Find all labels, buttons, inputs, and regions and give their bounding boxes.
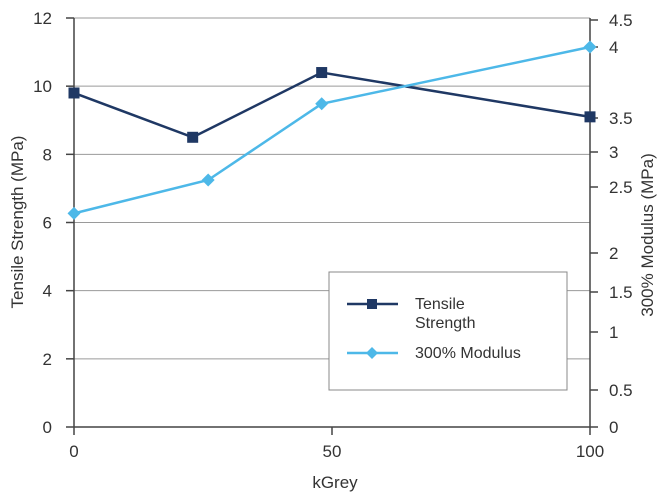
tensile-strength-point-2: [316, 67, 328, 79]
x-tick-label-100: 100: [576, 442, 604, 461]
y2-tick-label-3: 3: [609, 143, 618, 162]
y2-axis-label: 300% Modulus (MPa): [638, 153, 657, 316]
y-tick-label-10: 10: [33, 77, 52, 96]
y2-tick-label-0: 0: [609, 418, 618, 437]
legend-box: [328, 271, 568, 391]
tensile-strength-line: [73, 71, 591, 139]
y-tick-label-12: 12: [33, 9, 52, 28]
y-tick-label-0: 0: [43, 418, 52, 437]
legend: Tensile Strength 300% Modulus: [328, 271, 568, 391]
y2-tick-label-4.5: 4.5: [609, 11, 633, 30]
y-axis-label: Tensile Strength (MPa): [8, 136, 27, 309]
y2-tick-label-1.5: 1.5: [609, 283, 633, 302]
y-tick-label-6: 6: [43, 214, 52, 233]
y2-tick-label-4: 4: [609, 38, 618, 57]
tensile-strength-point-0: [68, 87, 80, 99]
y2-axis-ticks: 0 0.5 1 1.5 2 2.5 3 3.5 4 4.5: [590, 11, 633, 437]
legend-tensile-label-1: Tensile: [415, 296, 465, 313]
x-axis-ticks: 0 50 100: [69, 427, 604, 461]
tensile-strength-point-3: [584, 111, 596, 123]
300-modulus-line: [73, 45, 591, 215]
300-modulus-point-0: [67, 206, 81, 220]
y2-tick-label-3.5: 3.5: [609, 109, 633, 128]
x-tick-label-50: 50: [323, 442, 342, 461]
y2-tick-label-2: 2: [609, 244, 618, 263]
series-group: [67, 40, 597, 220]
x-tick-label-0: 0: [69, 442, 78, 461]
y-tick-label-8: 8: [43, 145, 52, 164]
y-axis-ticks: 0 2 4 6 8 10 12: [33, 9, 74, 437]
y-tick-label-2: 2: [43, 350, 52, 369]
y-tick-label-4: 4: [43, 282, 52, 301]
y2-tick-label-2.5: 2.5: [609, 178, 633, 197]
300-modulus-point-1: [201, 173, 215, 187]
legend-tensile-label-2: Strength: [415, 315, 475, 332]
legend-modulus-marker: [366, 347, 378, 359]
x-axis-label: kGrey: [312, 473, 358, 492]
legend-modulus-label: 300% Modulus: [415, 345, 521, 362]
300-modulus-point-2: [315, 97, 329, 111]
legend-tensile-marker: [367, 299, 377, 309]
300-modulus-point-3: [583, 40, 597, 54]
tensile-strength-point-1: [187, 131, 199, 143]
y2-tick-label-1: 1: [609, 323, 618, 342]
y2-tick-label-0.5: 0.5: [609, 381, 633, 400]
